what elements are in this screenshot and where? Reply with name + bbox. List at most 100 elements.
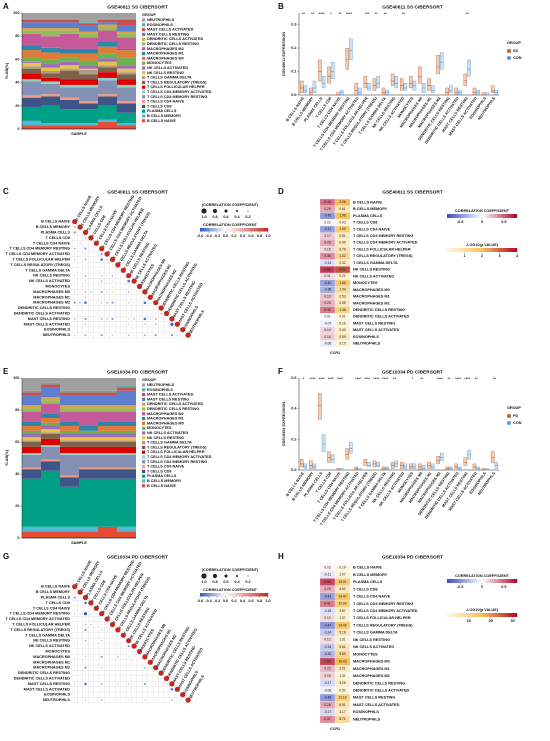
color-bar-segment: [202, 593, 205, 597]
correlation-dot: [150, 667, 151, 668]
bar-segment: [79, 378, 98, 391]
bar-segment: [98, 105, 117, 120]
row-label: T CELLS CD8: [46, 236, 70, 240]
cell-value: -0.24: [324, 631, 331, 635]
color-bar-segment: [485, 248, 488, 252]
correlation-dot: [101, 264, 103, 266]
bar-segment: [22, 18, 41, 20]
row-label: PLASMA CELLS: [41, 596, 71, 600]
correlation-dot: [79, 640, 81, 641]
color-bar-segment: [479, 579, 482, 583]
correlation-dot: [84, 682, 87, 686]
correlation-dot: [112, 656, 113, 658]
color-bar-segment: [475, 579, 478, 583]
color-bar-segment: [461, 613, 464, 617]
color-bar-segment: [489, 214, 492, 218]
bar-segment: [41, 418, 60, 423]
cell-value: 3.51: [339, 667, 345, 671]
cell-value: -0.17: [324, 681, 331, 685]
correlation-dot: [131, 278, 137, 284]
bar-segment: [60, 475, 79, 478]
color-bar-segment: [481, 248, 484, 252]
bar-segment: [60, 100, 79, 110]
bar-segment: [22, 30, 41, 34]
box: [367, 83, 371, 91]
bar-segment: [60, 13, 79, 19]
correlation-dot: [123, 275, 124, 276]
box: [372, 78, 377, 91]
legend-label: EOSINOPHILS: [147, 23, 173, 27]
matrix-cell: [104, 664, 110, 671]
cell-value: 0.01: [324, 315, 330, 319]
correlation-dot: [109, 621, 116, 628]
significance-label: ****: [382, 377, 388, 381]
significance-label: **: [420, 377, 423, 381]
correlation-dot: [74, 323, 76, 325]
correlation-dot: [101, 678, 102, 679]
box: [490, 451, 495, 463]
correlation-dot: [90, 275, 92, 276]
correlation-dot: [74, 275, 76, 277]
cell-value: 0.42: [324, 308, 330, 312]
box: [430, 463, 435, 469]
correlation-dot: [96, 318, 97, 320]
cell-value: 0.15: [324, 674, 330, 678]
bar-segment: [117, 101, 136, 104]
matrix-cell: [136, 294, 143, 301]
panel-title: GSE40611 SS CIBERSORT: [107, 189, 168, 195]
row-label: MAST CELLS ACTIVATED: [24, 322, 71, 326]
legend-swatch: [142, 71, 146, 75]
matrix-cell: [169, 326, 175, 333]
color-bar-segment: [485, 613, 488, 617]
correlation-dot: [73, 612, 76, 615]
legend-label: DENDRITIC CELLS RESTING: [147, 42, 199, 46]
correlation-dot: [74, 296, 76, 298]
color-bar-segment: [254, 593, 257, 597]
significance-label: **: [375, 12, 378, 16]
bar-segment: [79, 60, 98, 66]
matrix-cell: [71, 326, 78, 333]
correlation-dot: [100, 639, 103, 642]
correlation-dot: [90, 253, 92, 255]
size-legend-dot: [235, 574, 239, 578]
color-bar-segment: [266, 593, 269, 597]
correlation-dot: [100, 253, 103, 256]
box: [403, 83, 408, 91]
correlation-dot: [133, 291, 135, 293]
legend-swatch: [142, 95, 146, 99]
correlation-dot: [150, 307, 151, 309]
color-bar-segment: [491, 579, 494, 583]
matrix-cell: [77, 643, 83, 649]
significance-label: **: [393, 377, 396, 381]
bar-segment: [22, 531, 41, 538]
box: [309, 87, 313, 96]
color-bar-segment: [252, 593, 255, 597]
correlation-dot: [166, 318, 167, 320]
correlation-dot: [111, 296, 114, 298]
color-bar-segment: [503, 579, 506, 583]
color-bar-label: -0.5: [457, 585, 464, 589]
cell-value: -0.24: [324, 645, 331, 649]
color-bar-segment: [210, 228, 213, 232]
panel-title: GSE40611 SS CIBERSORT: [382, 4, 443, 10]
bar-segment: [117, 72, 136, 75]
bar-segment: [60, 33, 79, 49]
bar-segment: [117, 48, 136, 51]
cell-value: 0.52: [339, 688, 345, 692]
correlation-dot: [79, 624, 81, 625]
cell-value: 1.32: [339, 254, 345, 258]
matrix-cell: [142, 691, 148, 698]
color-bar-label: 0: [481, 220, 483, 224]
bar-segment: [41, 382, 60, 385]
correlation-dot: [79, 297, 81, 298]
row-label: NK CELLS ACTIVATED: [353, 645, 394, 649]
correlation-dot: [106, 258, 108, 261]
bar-segment: [22, 28, 41, 31]
correlation-dot: [90, 683, 92, 685]
color-bar-segment: [511, 579, 514, 583]
cell-value: 2.06: [339, 200, 345, 204]
bar-segment: [22, 453, 41, 455]
correlation-dot: [74, 689, 75, 690]
bar-segment: [22, 467, 41, 470]
bar-segment: [98, 437, 117, 441]
